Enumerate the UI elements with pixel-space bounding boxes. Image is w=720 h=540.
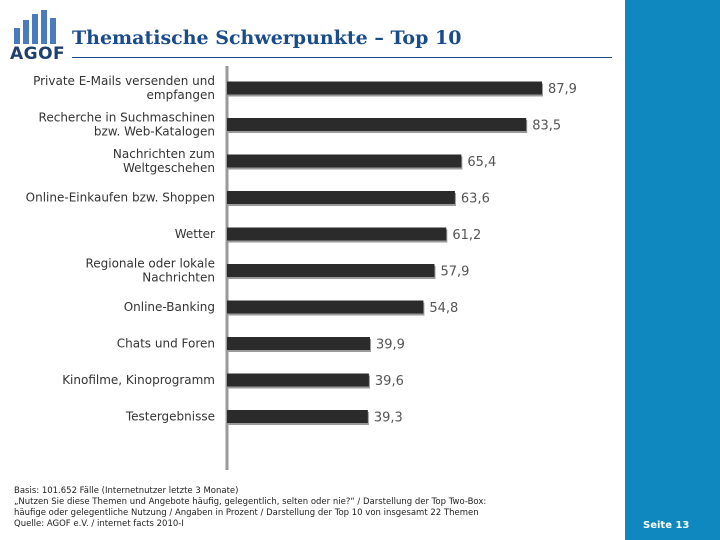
agof-logo: AGOF (10, 10, 66, 64)
category-label-line: Nachrichten (142, 271, 215, 285)
category-label: Online-Einkaufen bzw. Shoppen (26, 191, 215, 205)
value-label: 39,9 (376, 338, 405, 353)
value-label: 87,9 (548, 82, 577, 97)
category-label: Online-Banking (124, 300, 215, 314)
value-label: 54,8 (429, 301, 458, 316)
category-label-line: Chats und Foren (117, 337, 215, 351)
category-label: Chats und Foren (117, 337, 215, 351)
category-label: Testergebnisse (125, 410, 215, 424)
category-label-line: Wetter (175, 227, 215, 241)
value-label: 39,6 (375, 374, 404, 389)
category-label-line: bzw. Web-Katalogen (94, 125, 215, 139)
horizontal-bar-chart: 87,9 Private E-Mails versenden und empfang… (26, 66, 577, 470)
category-label-line: empfangen (147, 88, 215, 102)
bar (227, 410, 368, 423)
category-label-line: Regionale oder lokale (85, 257, 215, 271)
category-label-line: Online-Einkaufen bzw. Shoppen (26, 191, 215, 205)
page-title: Thematische Schwerpunkte – Top 10 (72, 27, 462, 49)
bar (227, 373, 369, 387)
category-label: Kinofilme, Kinoprogramm (62, 373, 215, 387)
title-divider (72, 57, 612, 58)
category-label-line: Kinofilme, Kinoprogramm (62, 373, 215, 387)
bar (227, 337, 370, 350)
value-label: 57,9 (440, 265, 469, 280)
category-label: Private E-Mails versenden und empfangen (33, 74, 215, 102)
footnote-line-description: häufige oder gelegentliche Nutzung / Ang… (14, 508, 479, 518)
footnote-line-question: „Nutzen Sie diese Themen und Angebote hä… (14, 497, 487, 507)
bar (227, 81, 542, 95)
footnote-line-basis: Basis: 101.652 Fälle (Internetnutzer let… (14, 486, 239, 496)
bar (227, 227, 447, 241)
category-label-line: Weltgeschehen (123, 161, 215, 175)
bar (227, 300, 424, 314)
category-label: Recherche in Suchmaschinen bzw. Web-Katal… (39, 111, 215, 139)
footnote-line-source: Quelle: AGOF e.V. / internet facts 2010-… (14, 519, 184, 529)
bar (227, 264, 435, 277)
category-label: Regionale oder lokale Nachrichten (85, 257, 215, 285)
right-accent-panel (625, 0, 720, 540)
category-label-line: Online-Banking (124, 300, 215, 314)
category-label-line: Recherche in Suchmaschinen (39, 111, 215, 125)
value-label: 65,4 (467, 155, 496, 170)
category-label: Nachrichten zum Weltgeschehen (113, 147, 215, 175)
agof-logo-bars-icon (14, 10, 56, 44)
category-label-line: Private E-Mails versenden und (33, 74, 215, 88)
category-label-line: Testergebnisse (125, 410, 215, 424)
bar (227, 118, 527, 131)
footnote: Basis: 101.652 Fälle (Internetnutzer let… (14, 486, 614, 530)
bar (227, 191, 455, 204)
category-label-line: Nachrichten zum (113, 147, 215, 161)
value-label: 83,5 (532, 119, 561, 134)
bar (227, 154, 462, 168)
page-number: Seite 13 (643, 520, 690, 531)
value-label: 61,2 (452, 228, 481, 243)
value-label: 39,3 (374, 411, 403, 426)
category-label: Wetter (175, 227, 215, 241)
agof-logo-text: AGOF (10, 44, 66, 64)
value-label: 63,6 (461, 192, 490, 207)
